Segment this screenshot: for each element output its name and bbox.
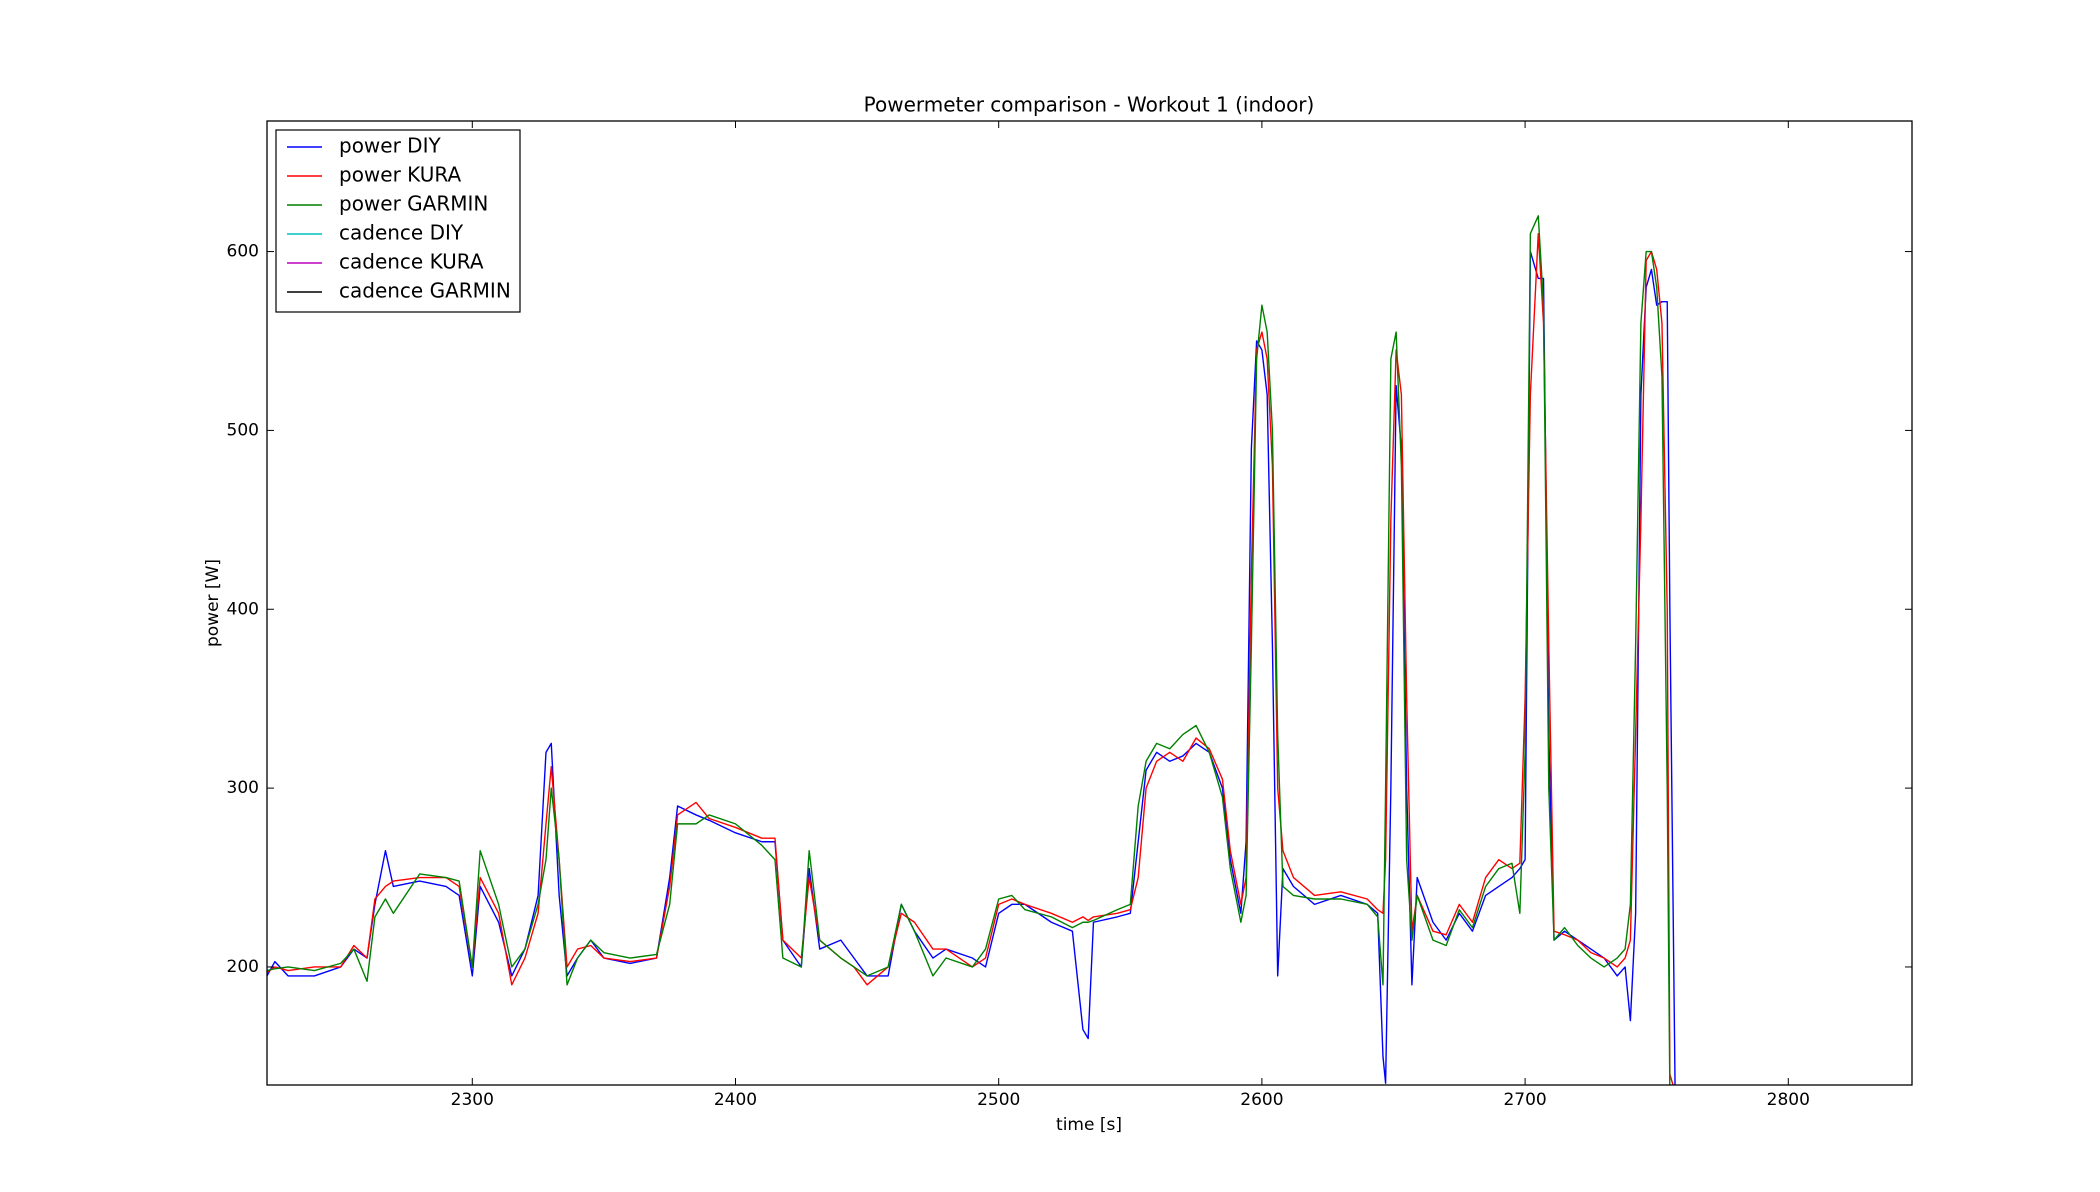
series-line — [267, 250, 1676, 1085]
legend-label: power DIY — [339, 134, 441, 158]
plot-lines — [267, 215, 1676, 1085]
legend-label: cadence KURA — [339, 250, 484, 274]
legend-box — [275, 129, 521, 313]
plot-frame — [266, 120, 1913, 1086]
legend: power DIY power KURA power GARMIN cadence D… — [275, 129, 521, 313]
series-line — [267, 215, 1671, 1085]
y-tick-label: 500 — [227, 420, 259, 440]
legend-label: power KURA — [339, 163, 461, 187]
legend-label: power GARMIN — [339, 192, 488, 216]
y-tick-label: 200 — [227, 957, 259, 977]
x-tick-label: 2600 — [1240, 1090, 1283, 1110]
x-tick-label: 2300 — [451, 1090, 494, 1110]
y-tick-label: 400 — [227, 599, 259, 619]
legend-label: cadence DIY — [339, 221, 464, 245]
y-tick-label: 300 — [227, 778, 259, 798]
x-tick-label: 2800 — [1767, 1090, 1810, 1110]
x-axis-label: time [s] — [1056, 1115, 1122, 1135]
chart-title: Powermeter comparison - Workout 1 (indoo… — [864, 93, 1315, 117]
y-axis-label: power [W] — [203, 559, 223, 647]
x-tick-label: 2400 — [714, 1090, 757, 1110]
legend-label: cadence GARMIN — [339, 279, 511, 303]
y-tick-label: 600 — [227, 242, 259, 262]
series-line — [267, 232, 1674, 1085]
x-tick-label: 2700 — [1503, 1090, 1546, 1110]
x-tick-label: 2500 — [977, 1090, 1020, 1110]
